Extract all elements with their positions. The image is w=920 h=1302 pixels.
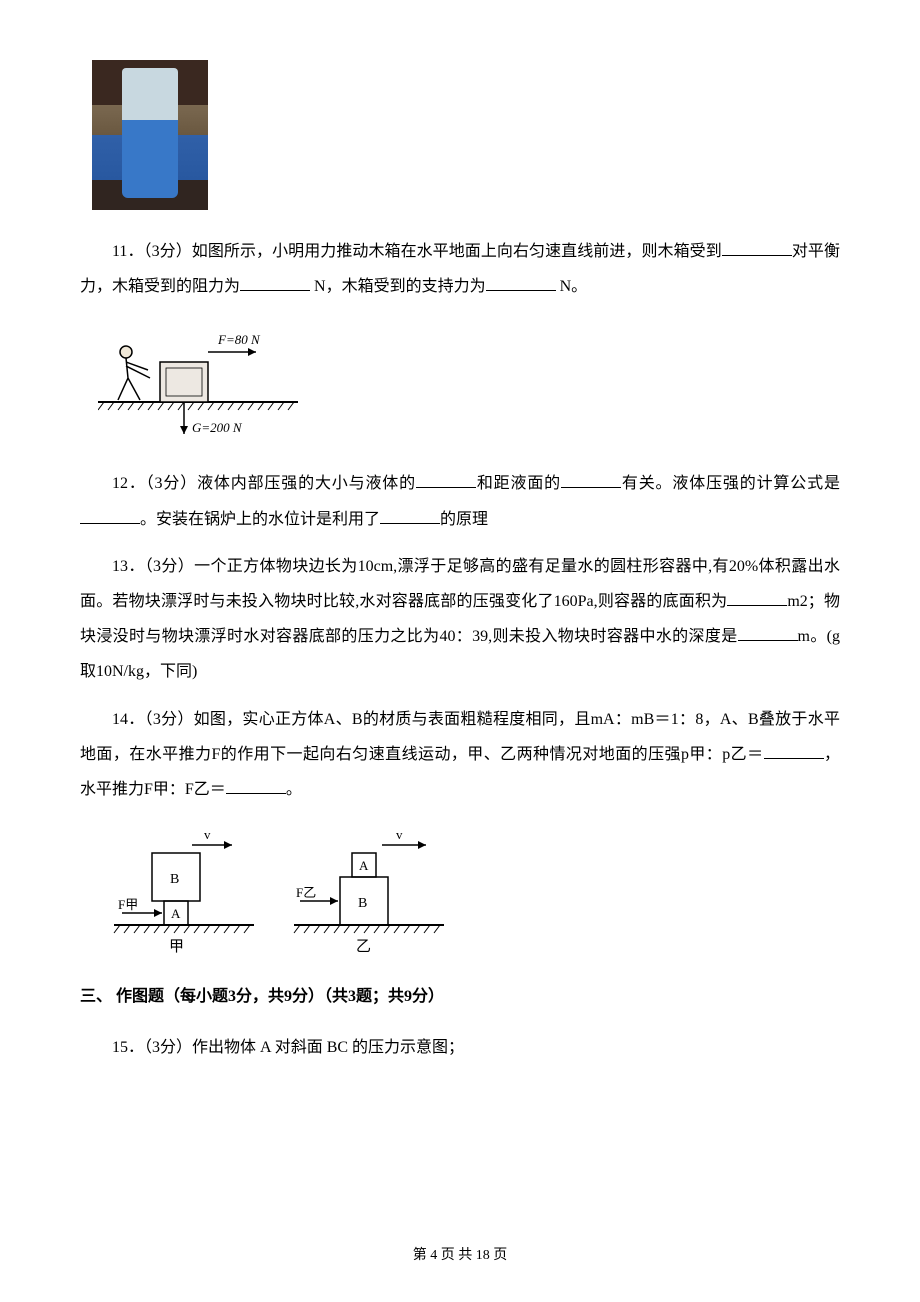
q11-blank-2 bbox=[240, 272, 310, 291]
q11-figure: F=80 N G=200 N bbox=[98, 322, 840, 442]
q12-blank-3 bbox=[80, 504, 140, 523]
q15-text: 15．（3分）作出物体 A 对斜面 BC 的压力示意图； bbox=[80, 1030, 840, 1065]
q11-c: N，木箱受到的支持力为 bbox=[310, 278, 486, 295]
q14-fig2-cap: 乙 bbox=[356, 939, 371, 955]
q13-label: 13． bbox=[112, 558, 145, 575]
q14-fig2-v: v bbox=[396, 827, 403, 842]
section-3-heading: 三、 作图题（每小题3分，共9分）（共3题；共9分） bbox=[80, 979, 840, 1014]
q11-text: 11．（3分）如图所示，小明用力推动木箱在水平地面上向右匀速直线前进，则木箱受到… bbox=[80, 234, 840, 304]
q14-text: 14．（3分）如图，实心正方体A、B的材质与表面粗糙程度相同，且mA：mB＝1：… bbox=[80, 702, 840, 808]
q14-fig1-F: F甲 bbox=[118, 897, 138, 912]
q12-label: 12． bbox=[112, 475, 146, 492]
q14-label: 14． bbox=[112, 711, 145, 728]
q13-a: 一个正方体物块边长为10cm,漂浮于足够高的盛有足量水的圆柱形容器中,有20%体… bbox=[80, 558, 840, 610]
q14-blank-2 bbox=[226, 775, 286, 794]
q14-blank-1 bbox=[764, 740, 824, 759]
q15-label: 15． bbox=[112, 1039, 144, 1056]
q12-c: 有关。液体压强的计算公式是 bbox=[621, 475, 840, 492]
q13-text: 13．（3分）一个正方体物块边长为10cm,漂浮于足够高的盛有足量水的圆柱形容器… bbox=[80, 549, 840, 690]
q12-b: 和距液面的 bbox=[476, 475, 561, 492]
q11-fig-force-label: F=80 N bbox=[217, 332, 261, 347]
q11-d: N。 bbox=[556, 278, 588, 295]
q14-figure: A B F甲 v 甲 B A F乙 v 乙 bbox=[104, 825, 840, 955]
q11-fig-weight-label: G=200 N bbox=[192, 420, 243, 435]
q11-label: 11． bbox=[112, 243, 144, 260]
q14-points: （3分） bbox=[145, 711, 194, 728]
q11-blank-1 bbox=[722, 237, 792, 256]
q12-blank-4 bbox=[380, 504, 440, 523]
q14-c: 。 bbox=[286, 781, 302, 798]
q14-fig2-B: B bbox=[358, 896, 367, 911]
q12-blank-2 bbox=[561, 469, 621, 488]
q15-body: 作出物体 A 对斜面 BC 的压力示意图； bbox=[192, 1039, 464, 1056]
page-footer: 第 4 页 共 18 页 bbox=[0, 1241, 920, 1272]
q14-fig2-F: F乙 bbox=[296, 885, 316, 900]
q14-fig1-B: B bbox=[170, 872, 179, 887]
q11-points: （3分） bbox=[144, 243, 192, 260]
q11-blank-3 bbox=[486, 272, 556, 291]
q13-points: （3分） bbox=[145, 558, 194, 575]
q12-e: 的原理 bbox=[440, 511, 488, 528]
q13-blank-1 bbox=[727, 587, 787, 606]
q13-blank-2 bbox=[738, 622, 798, 641]
q12-points: （3分） bbox=[146, 475, 197, 492]
q14-fig1-v: v bbox=[204, 827, 211, 842]
q14-fig1-A: A bbox=[171, 906, 181, 921]
q12-a: 液体内部压强的大小与液体的 bbox=[197, 475, 416, 492]
q14-fig1-cap: 甲 bbox=[169, 939, 184, 955]
q15-points: （3分） bbox=[144, 1039, 192, 1056]
q11-a: 如图所示，小明用力推动木箱在水平地面上向右匀速直线前进，则木箱受到 bbox=[192, 243, 722, 260]
q12-blank-1 bbox=[416, 469, 476, 488]
q10-figure-photo bbox=[92, 60, 208, 210]
q14-fig2-A: A bbox=[359, 858, 369, 873]
q12-d: 。安装在锅炉上的水位计是利用了 bbox=[140, 511, 380, 528]
q12-text: 12．（3分）液体内部压强的大小与液体的 和距液面的 有关。液体压强的计算公式是。安… bbox=[80, 466, 840, 536]
q14-a: 如图，实心正方体A、B的材质与表面粗糙程度相同，且mA：mB＝1：8，A、B叠放… bbox=[80, 711, 840, 763]
